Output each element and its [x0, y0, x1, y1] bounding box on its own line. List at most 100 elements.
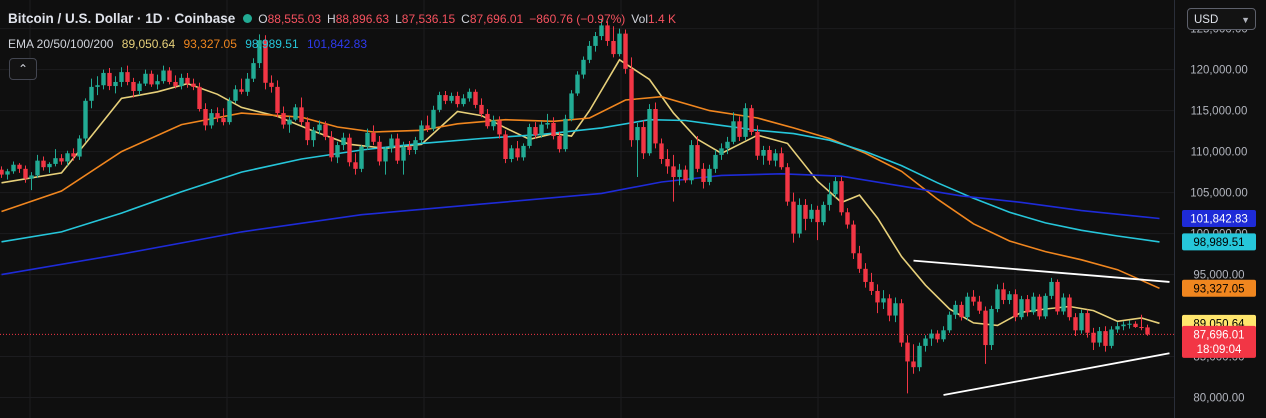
candle-body: [251, 63, 256, 79]
candle-body: [821, 204, 826, 223]
candle-body: [779, 153, 784, 168]
price-label-box: [1182, 209, 1256, 227]
ema-legend-label: EMA 20/50/100/200: [8, 37, 114, 51]
candle-body: [59, 158, 64, 162]
price-label-text: 98,989.51: [1193, 237, 1244, 249]
low-value: 87,536.15: [401, 11, 456, 26]
high-label: H: [327, 11, 336, 26]
candle-body: [1097, 331, 1102, 343]
candle-body: [533, 127, 538, 136]
candle-body: [665, 159, 670, 167]
candle-body: [707, 168, 712, 182]
candle-body: [269, 82, 274, 87]
candle-body: [149, 73, 154, 85]
low-label: L: [395, 11, 402, 26]
currency-select[interactable]: USD ▼: [1187, 8, 1256, 30]
candle-body: [191, 83, 196, 87]
candle-body: [47, 163, 52, 168]
candle-body: [941, 330, 946, 340]
candle-body: [317, 124, 322, 131]
candle-body: [17, 164, 22, 169]
candle-body: [425, 125, 430, 129]
candle-body: [1037, 296, 1042, 317]
candle-body: [0, 169, 4, 175]
candle-body: [989, 308, 994, 346]
candle-body: [1073, 317, 1078, 331]
candle-body: [773, 153, 778, 161]
candle-body: [1013, 294, 1018, 318]
candle-body: [443, 95, 448, 101]
candle-body: [401, 146, 406, 161]
collapse-legend-button[interactable]: ⌃: [9, 58, 37, 80]
candle-body: [53, 158, 58, 164]
candle-body: [287, 119, 292, 125]
symbol-title[interactable]: Bitcoin / U.S. Dollar · 1D · Coinbase: [8, 11, 236, 26]
candle-body: [95, 85, 100, 87]
candle-body: [143, 73, 148, 84]
candle-body: [89, 86, 94, 101]
candle-body: [353, 162, 358, 169]
candle-body: [947, 314, 952, 331]
candle-body: [671, 166, 676, 178]
candle-body: [329, 136, 334, 158]
price-tick-label: 95,000.00: [1193, 270, 1244, 282]
candle-body: [1127, 323, 1132, 325]
candle-body: [431, 109, 436, 129]
price-label-box: [1182, 233, 1256, 251]
candle-body: [719, 148, 724, 155]
candle-body: [491, 120, 496, 127]
candle-body: [113, 81, 118, 87]
candles-group: [0, 18, 1150, 394]
candle-body: [449, 95, 454, 101]
candle-body: [125, 72, 130, 82]
candle-body: [1145, 327, 1150, 335]
candle-body: [827, 194, 832, 205]
candle-body: [653, 109, 658, 144]
candle-body: [539, 124, 544, 136]
candle-body: [599, 25, 604, 37]
candle-body: [701, 168, 706, 182]
candle-body: [929, 333, 934, 339]
candle-body: [455, 95, 460, 105]
candle-body: [857, 253, 862, 269]
candle-body: [107, 72, 112, 87]
candle-body: [311, 130, 316, 141]
candle-body: [677, 169, 682, 178]
candle-body: [227, 100, 232, 123]
candle-body: [347, 137, 352, 163]
candle-body: [971, 296, 976, 302]
candle-body: [467, 91, 472, 99]
candle-body: [875, 290, 880, 303]
chevron-down-icon: ▼: [1241, 15, 1250, 25]
price-label-text: 93,327.05: [1193, 283, 1244, 295]
candle-body: [767, 149, 772, 161]
candle-body: [893, 303, 898, 316]
candle-body: [377, 141, 382, 162]
candle-body: [161, 70, 166, 82]
candle-body: [581, 59, 586, 75]
price-label-box: [1182, 279, 1256, 297]
candle-body: [389, 138, 394, 149]
price-label-box: [1182, 325, 1256, 358]
candle-body: [923, 338, 928, 346]
candle-body: [293, 107, 298, 120]
candle-body: [1025, 299, 1030, 313]
candle-body: [395, 138, 400, 161]
candle-body: [761, 149, 766, 156]
candle-body: [1007, 294, 1012, 300]
candle-body: [803, 204, 808, 219]
candle-body: [983, 310, 988, 346]
candle-body: [995, 289, 1000, 309]
candle-body: [833, 181, 838, 195]
candle-body: [185, 77, 190, 84]
candle-body: [197, 86, 202, 110]
open-value: 88,555.03: [267, 11, 322, 26]
ema-legend[interactable]: EMA 20/50/100/200 89,050.64 93,327.05 98…: [8, 37, 372, 51]
candle-body: [209, 113, 214, 126]
candle-body: [911, 361, 916, 368]
candle-body: [65, 153, 70, 162]
price-tick-label: 105,000.00: [1190, 188, 1248, 200]
candle-body: [899, 303, 904, 343]
candle-body: [851, 224, 856, 254]
